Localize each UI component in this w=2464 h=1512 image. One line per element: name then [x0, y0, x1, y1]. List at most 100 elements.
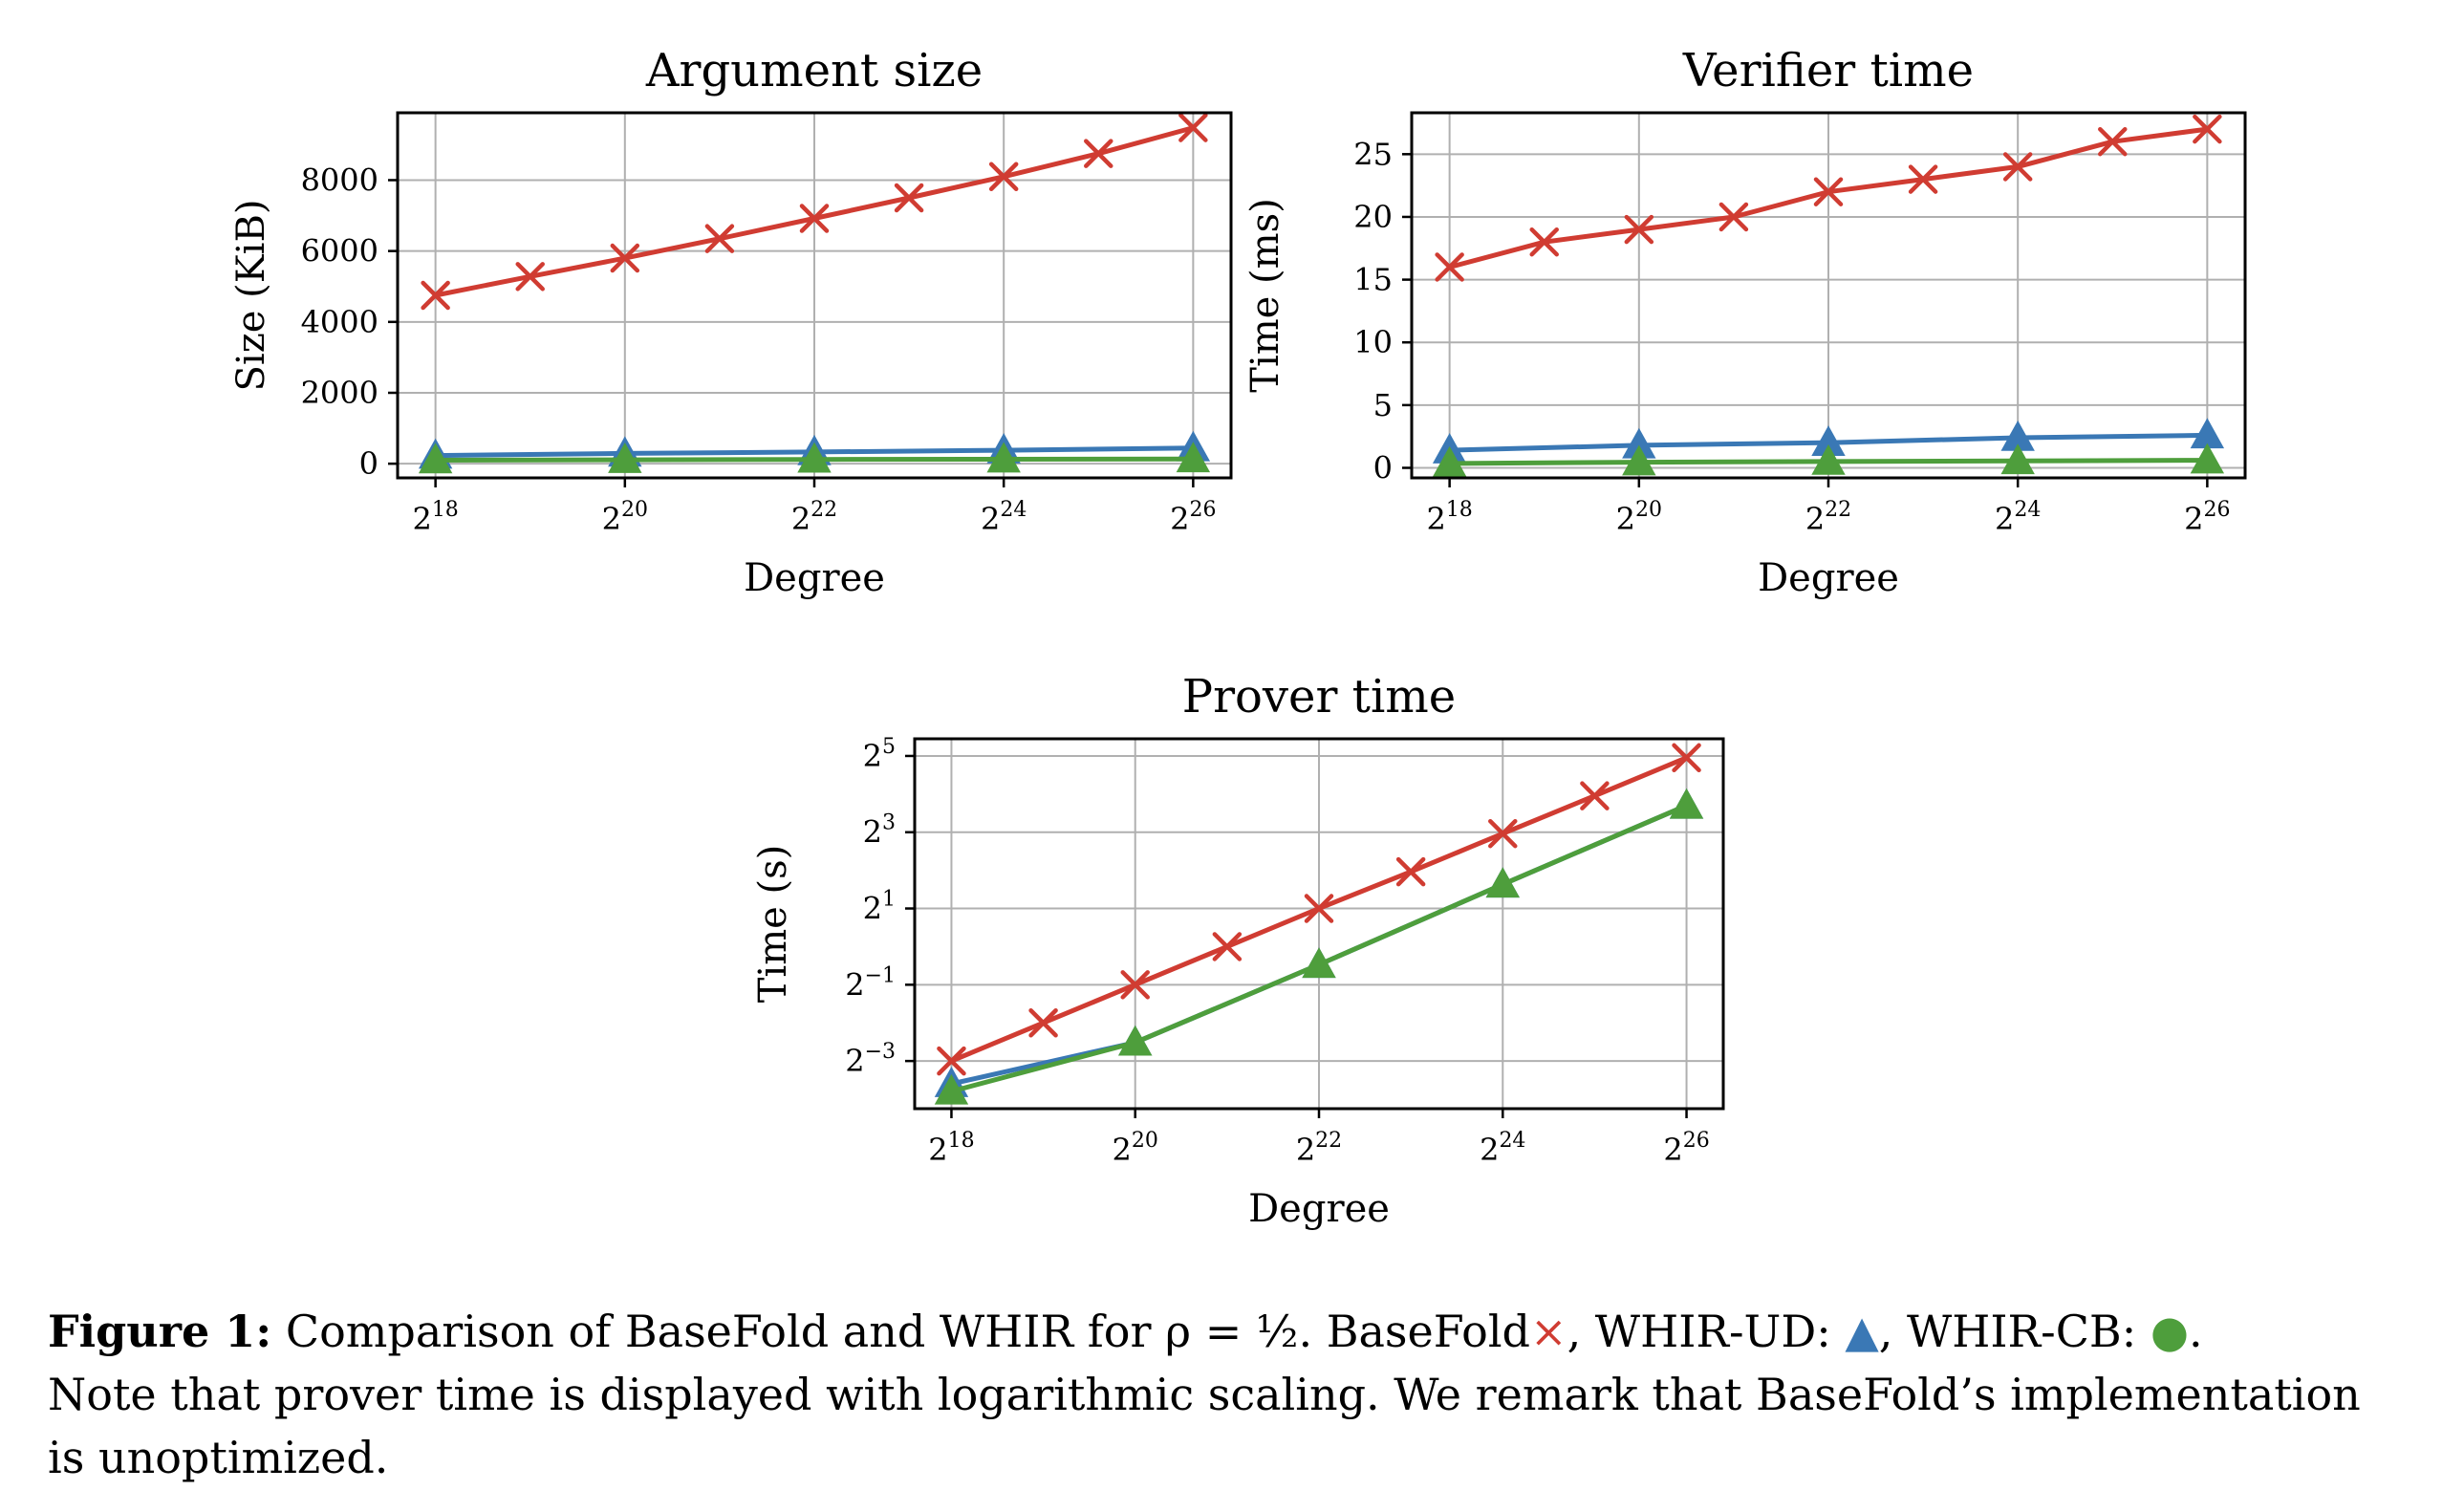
- caption-line-1: Figure 1: Comparison of BaseFold and WHI…: [48, 1300, 2418, 1363]
- y-tick-label: 15: [1353, 262, 1393, 298]
- caption-label: Figure 1:: [48, 1306, 272, 1357]
- chart-title: Prover time: [1182, 670, 1456, 724]
- caption-line-3: is unoptimized.: [48, 1432, 389, 1483]
- data-point-triangle-marker: [1302, 947, 1336, 979]
- data-point-x-marker: [1624, 214, 1654, 245]
- y-tick-label: 20: [1353, 199, 1393, 235]
- x-tick-label: 220: [1616, 498, 1662, 537]
- data-point-x-marker: [894, 183, 924, 213]
- series-basefold: [937, 743, 1701, 1076]
- x-tick-label: 222: [1805, 498, 1851, 537]
- axis-ticks: 218 220 222 224 226 0 2000 4000 6000 8000: [301, 162, 1217, 537]
- y-tick-label: 25: [863, 735, 896, 774]
- caption-line-2: Note that prover time is displayed with …: [48, 1369, 2361, 1420]
- x-tick-label: 224: [1995, 498, 2041, 537]
- series-whir-cb: [1432, 443, 2225, 477]
- data-point-x-marker: [1908, 164, 1938, 194]
- x-tick-label: 218: [1426, 498, 1472, 537]
- data-point-x-marker: [421, 280, 450, 311]
- chart-verifier-time: 218 220 222 224 226 0 5 10 15 20 25 Verifier time De…: [1243, 44, 2247, 600]
- x-tick-label: 220: [602, 498, 648, 537]
- data-point-x-marker: [704, 224, 735, 253]
- whir-ud-marker-icon: ▲: [1845, 1306, 1879, 1357]
- y-tick-label: 2000: [301, 375, 378, 411]
- y-tick-label: 8000: [301, 162, 378, 198]
- figure-caption: Figure 1: Comparison of BaseFold and WHI…: [48, 1300, 2418, 1489]
- chart-argument-size: 218 220 222 224 226 0 2000 4000 6000 8000 Argument…: [229, 44, 1233, 600]
- data-point-triangle-marker: [986, 442, 1021, 473]
- data-point-x-marker: [1529, 227, 1559, 257]
- data-point-x-marker: [1212, 932, 1243, 961]
- data-point-x-marker: [2193, 114, 2222, 144]
- caption-line1-end: .: [2188, 1306, 2203, 1357]
- data-point-x-marker: [988, 162, 1019, 192]
- grid: [1412, 113, 2245, 478]
- data-point-x-marker: [1395, 856, 1426, 887]
- x-tick-label: 222: [1296, 1129, 1342, 1168]
- data-point-triangle-marker: [2190, 443, 2225, 474]
- data-point-triangle-marker: [1176, 442, 1211, 473]
- data-point-triangle-marker: [1432, 445, 1467, 477]
- y-tick-label: 5: [1373, 387, 1393, 423]
- data-point-triangle-marker: [2000, 443, 2035, 475]
- x-tick-label: 224: [1480, 1129, 1525, 1168]
- data-point-x-marker: [2098, 126, 2128, 157]
- data-point-triangle-marker: [934, 1073, 969, 1105]
- x-axis-label: Degree: [1758, 556, 1899, 600]
- axis-ticks: 218 220 222 224 226 0 5 10 15 20 25: [1353, 136, 2230, 537]
- caption-text: Comparison of BaseFold and WHIR for ρ = …: [285, 1306, 1531, 1357]
- series-whir-cb: [418, 442, 1211, 474]
- y-axis-label: Time (ms): [1243, 198, 1287, 392]
- y-tick-label: 0: [359, 445, 378, 482]
- x-axis-label: Degree: [744, 556, 885, 600]
- data-point-x-marker: [515, 262, 545, 292]
- data-point-triangle-marker: [1811, 443, 1846, 475]
- data-point-x-marker: [1718, 202, 1749, 232]
- data-point-x-marker: [1084, 139, 1113, 168]
- x-tick-label: 226: [2184, 498, 2230, 537]
- data-point-x-marker: [1488, 818, 1518, 849]
- axis-ticks: 218 220 222 224 226 2−3 2−1 21 23 25: [845, 735, 1710, 1168]
- y-tick-label: 23: [863, 811, 896, 851]
- x-tick-label: 220: [1113, 1129, 1158, 1168]
- x-axis-label: Degree: [1248, 1187, 1390, 1231]
- y-axis-label: Size (KiB): [229, 200, 273, 392]
- data-point-x-marker: [799, 204, 830, 233]
- series-basefold: [421, 113, 1208, 311]
- x-tick-label: 224: [981, 498, 1027, 537]
- x-tick-label: 226: [1663, 1129, 1709, 1168]
- x-tick-label: 226: [1170, 498, 1216, 537]
- caption-whir-ud-text: , WHIR-UD:: [1567, 1306, 1846, 1357]
- data-point-x-marker: [1435, 252, 1464, 282]
- data-point-triangle-marker: [418, 443, 453, 474]
- data-point-x-marker: [610, 243, 640, 273]
- chart-title: Argument size: [645, 44, 983, 97]
- data-point-triangle-marker: [608, 443, 642, 473]
- data-point-triangle-marker: [797, 442, 832, 473]
- x-tick-label: 218: [928, 1129, 974, 1168]
- grid: [398, 113, 1231, 478]
- x-tick-label: 218: [412, 498, 458, 537]
- data-point-x-marker: [1672, 743, 1701, 773]
- data-point-x-marker: [937, 1046, 966, 1076]
- y-tick-label: 2−3: [845, 1040, 896, 1079]
- data-point-x-marker: [1028, 1007, 1058, 1038]
- chart-title: Verifier time: [1682, 44, 1974, 97]
- x-tick-label: 222: [791, 498, 837, 537]
- y-tick-label: 21: [863, 888, 896, 927]
- y-tick-label: 2−1: [845, 963, 896, 1003]
- whir-cb-marker-icon: ●: [2150, 1306, 2189, 1357]
- data-point-x-marker: [1580, 781, 1610, 810]
- data-point-triangle-marker: [1118, 1025, 1153, 1056]
- data-point-triangle-marker: [1669, 788, 1704, 819]
- basefold-marker-icon: ×: [1530, 1306, 1567, 1357]
- y-tick-label: 25: [1353, 136, 1393, 172]
- y-axis-label: Time (s): [751, 845, 795, 1004]
- data-point-x-marker: [2002, 152, 2033, 182]
- data-point-triangle-marker: [1485, 867, 1520, 898]
- y-tick-label: 10: [1353, 324, 1393, 360]
- data-point-triangle-marker: [1622, 444, 1656, 476]
- caption-whir-cb-text: , WHIR-CB:: [1878, 1306, 2151, 1357]
- data-point-x-marker: [1120, 970, 1150, 1000]
